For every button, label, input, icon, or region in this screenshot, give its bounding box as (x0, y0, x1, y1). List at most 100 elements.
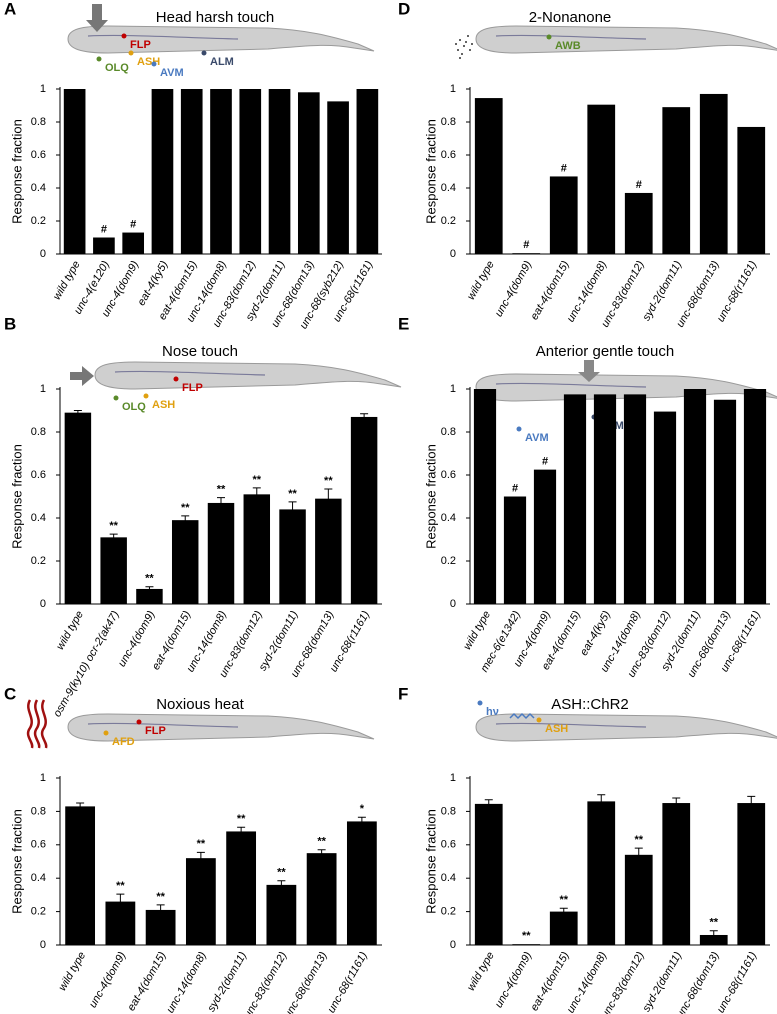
y-tick-label: 0 (450, 248, 456, 260)
x-tick-label: eat-4(dom15) (528, 950, 572, 1013)
error-bar (484, 799, 493, 809)
y-tick-label: 0.4 (441, 512, 456, 524)
neuron-cell (103, 730, 109, 736)
bar (474, 98, 503, 254)
worm (67, 713, 375, 742)
error-bar (634, 847, 643, 862)
bar (699, 934, 728, 945)
worm-body (94, 361, 402, 390)
significance-marker: ** (634, 834, 643, 846)
bar (239, 89, 262, 254)
significance-marker: # (130, 218, 136, 230)
bar (151, 89, 174, 254)
y-tick-label: 0.2 (31, 906, 46, 918)
bar (93, 237, 115, 254)
error-bar (357, 816, 366, 826)
significance-marker: # (101, 223, 107, 235)
significance-marker: ** (109, 520, 118, 532)
neuron-cell (173, 376, 179, 382)
y-axis-label: Response fraction (9, 809, 24, 914)
odor-dot (459, 57, 461, 59)
x-tick-label: syd-2(dom11) (205, 950, 249, 1014)
error-bar (252, 487, 261, 501)
neuron-label: ALM (210, 56, 234, 68)
panel-label: F (398, 684, 408, 703)
neuron-label: AVM (525, 432, 549, 444)
significance-marker: # (512, 482, 518, 494)
x-tick-label: wild type (54, 609, 86, 652)
neuron-cell (546, 34, 552, 40)
bar (297, 92, 320, 254)
worm (475, 25, 777, 54)
worm (67, 25, 375, 54)
neuron-label: FLP (182, 382, 203, 394)
bar (185, 858, 216, 945)
y-tick-label: 0 (40, 939, 46, 951)
significance-marker: ** (559, 894, 568, 906)
y-tick-label: 0.2 (441, 215, 456, 227)
bar (100, 537, 127, 604)
x-tick-label: unc-83(dom12) (242, 950, 290, 1014)
odor-dot (467, 35, 469, 37)
y-tick-label: 0.4 (441, 872, 456, 884)
x-tick-label: eat-4(dom15) (125, 950, 169, 1013)
bar (327, 101, 349, 254)
bar (624, 854, 653, 945)
error-bar (747, 795, 756, 810)
error-bar (672, 797, 681, 809)
y-axis-label: Response fraction (423, 444, 438, 549)
y-tick-label: 0.8 (31, 426, 46, 438)
worm (94, 361, 402, 390)
bar (210, 89, 232, 254)
error-bar (196, 851, 205, 865)
bar (512, 253, 541, 254)
bar (279, 509, 306, 604)
bar (346, 821, 377, 945)
bar (587, 801, 616, 945)
x-tick-label: wild type (461, 609, 493, 652)
x-tick-label: unc-4(dom9) (493, 259, 535, 319)
y-axis-label: Response fraction (423, 119, 438, 224)
neuron-cell (113, 395, 119, 401)
x-tick-label: wild type (51, 259, 83, 302)
y-tick-label: 1 (450, 772, 456, 784)
y-tick-label: 0 (40, 598, 46, 610)
stimulus-arrow (70, 366, 94, 386)
y-tick-label: 0.6 (31, 469, 46, 481)
stimulus-arrow (86, 4, 108, 32)
neuron-label: ASH (137, 56, 160, 68)
neuron-cell (136, 719, 142, 725)
bar (737, 803, 766, 945)
y-tick-label: 0 (40, 248, 46, 260)
error-bar (277, 880, 286, 890)
y-tick-label: 0.4 (441, 182, 456, 194)
worm-body (67, 25, 375, 54)
panel-label: A (4, 0, 16, 18)
bar (593, 394, 617, 604)
neuron-label: AVM (160, 67, 184, 79)
bar (662, 107, 691, 255)
neuron-label: ASH (545, 723, 568, 735)
bar (587, 104, 616, 254)
chart-title: Head harsh touch (156, 9, 274, 26)
neuron-label: OLQ (105, 62, 129, 74)
x-tick-label: unc-68(dom13) (282, 950, 330, 1014)
y-axis-label: Response fraction (9, 444, 24, 549)
bar (226, 831, 257, 945)
significance-marker: ** (145, 573, 154, 585)
error-bar (317, 849, 326, 857)
bar (63, 89, 86, 254)
neuron-process (87, 34, 239, 40)
error-bar (237, 826, 246, 836)
y-tick-label: 0.2 (31, 215, 46, 227)
bar (503, 496, 527, 604)
odor-dot (455, 43, 457, 45)
panel-label: C (4, 684, 16, 703)
bar (207, 502, 235, 604)
y-tick-label: 0.6 (441, 839, 456, 851)
y-tick-label: 0.2 (441, 555, 456, 567)
heat-wave (26, 699, 34, 749)
bar (171, 520, 199, 604)
neuron-label: AFD (112, 736, 135, 748)
neuron-cell (96, 56, 102, 62)
